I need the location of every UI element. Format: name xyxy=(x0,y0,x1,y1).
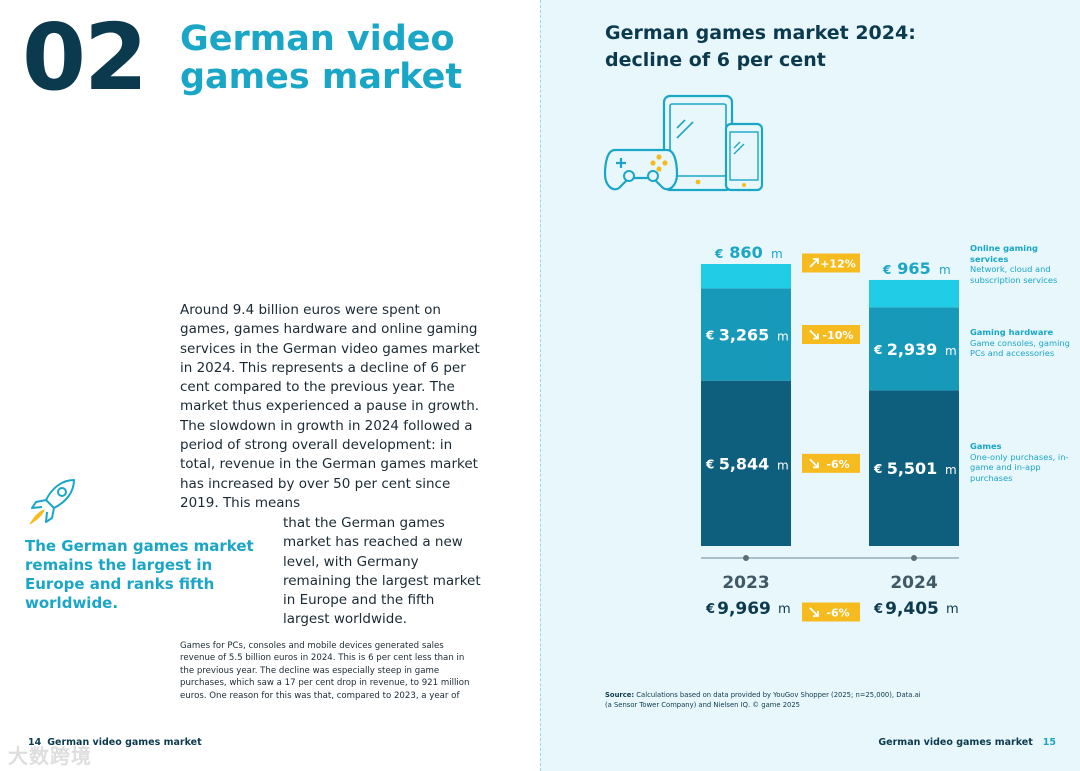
total-2024-value: 9,405 xyxy=(885,599,939,619)
total-2023-cur: € xyxy=(705,602,715,617)
label-2024-1-value: 2,939 xyxy=(887,340,938,359)
legend-online-title: Online gaming services xyxy=(970,243,1038,264)
source-label: Source: xyxy=(605,691,635,699)
label-2024-2-cur: € xyxy=(882,263,891,277)
axis-dot-2024 xyxy=(911,555,917,561)
label-2024-2-value: 965 xyxy=(897,259,930,278)
footer-title-right: German video games market xyxy=(878,737,1033,748)
legend-online-desc: Network, cloud and subscription services xyxy=(970,264,1058,286)
xtick-2023: 2023 xyxy=(722,573,769,593)
callout-text: The German games market remains the larg… xyxy=(25,537,254,612)
label-2024-1-cur: € xyxy=(873,343,882,357)
intro-text: Around 9.4 billion euros were spent on g… xyxy=(180,302,480,511)
footer-page-number: 14 xyxy=(28,737,42,748)
bar-2024-1 xyxy=(869,307,959,391)
rocket-icon xyxy=(29,479,75,525)
badge-1-arrow-icon xyxy=(809,329,819,340)
footer-title: German video games market xyxy=(47,737,202,748)
chapter-title: German video games market xyxy=(180,19,463,97)
source-note: Source: Calculations based on data provi… xyxy=(605,691,925,710)
badge-0-arrow-icon xyxy=(809,458,819,469)
legend-games-desc: One-only purchases, in-game and in-app p… xyxy=(970,451,1069,484)
stacked-bar-chart: €5,844 m € 3,265 m € 860 m € 5,501 m € 2,939 m € 965 m -6… xyxy=(701,243,959,622)
devices-icon xyxy=(603,94,764,192)
badge-1-label: -10% xyxy=(823,329,854,342)
label-2023-2-cur: € xyxy=(714,247,723,261)
footer-right: German video games market 15 xyxy=(878,737,1056,748)
label-2023-0-unit: m xyxy=(777,458,789,472)
label-2023-2-unit: m xyxy=(771,247,783,261)
right-page: German games market 2024: decline of 6 p… xyxy=(540,0,1080,771)
legend-hardware: Gaming hardware Game consoles, gaming PC… xyxy=(970,327,1070,359)
legend-hardware-title: Gaming hardware xyxy=(970,327,1054,337)
total-2023-value: 9,969 xyxy=(717,599,771,619)
bar-2024-2 xyxy=(869,279,959,308)
badge-0-label: -6% xyxy=(826,458,849,471)
label-2023-1-unit: m xyxy=(777,330,789,344)
badge-total-label: -6% xyxy=(826,607,849,620)
label-2023-1-value: 3,265 xyxy=(719,326,770,345)
bar-2023-2 xyxy=(701,264,791,289)
bar-2023-0 xyxy=(701,380,791,546)
legend-games: Games One-only purchases, in-game and in… xyxy=(970,441,1070,484)
total-2024-cur: € xyxy=(873,602,883,617)
intro-text-continued: that the German games market has reached… xyxy=(283,515,481,628)
bar-2024-0 xyxy=(869,390,959,546)
xtick-2024: 2024 xyxy=(890,573,937,593)
total-2024-unit: m xyxy=(946,602,959,617)
badge-2-arrow-icon xyxy=(809,258,819,268)
source-text: Calculations based on data provided by Y… xyxy=(605,691,921,709)
footer-page-number-right: 15 xyxy=(1042,737,1056,748)
legend-hardware-desc: Game consoles, gaming PCs and accessorie… xyxy=(970,337,1070,359)
body-small-text: Games for PCs, consoles and mobile devic… xyxy=(180,641,470,701)
label-2023-1-cur: € xyxy=(705,329,714,343)
left-page: 02 German video games market Around 9.4 … xyxy=(8,4,481,768)
label-2023-2-value: 860 xyxy=(729,243,762,262)
watermark: 大数跨境 xyxy=(8,744,92,768)
label-2024-0-unit: m xyxy=(945,463,957,477)
axis-dot-2023 xyxy=(743,555,749,561)
label-2023-0-cur: € xyxy=(705,457,714,471)
total-2023-unit: m xyxy=(778,602,791,617)
label-2024-0-cur: € xyxy=(873,462,882,476)
label-2024-0-value: 5,501 xyxy=(887,459,938,478)
bar-2023-1 xyxy=(701,288,791,381)
footer-left: 14 German video games market xyxy=(28,737,202,748)
label-2024-1-unit: m xyxy=(945,344,957,358)
badge-total-arrow-icon xyxy=(809,607,819,617)
label-2024-2-unit: m xyxy=(939,263,951,277)
legend-online: Online gaming services Network, cloud an… xyxy=(970,243,1070,286)
badge-2-label: +12% xyxy=(820,258,856,271)
label-2023-0-value: 5,844 xyxy=(719,454,770,473)
chapter-number: 02 xyxy=(22,4,148,111)
chart-title: German games market 2024: decline of 6 p… xyxy=(605,22,916,71)
legend-games-title: Games xyxy=(970,441,1002,451)
